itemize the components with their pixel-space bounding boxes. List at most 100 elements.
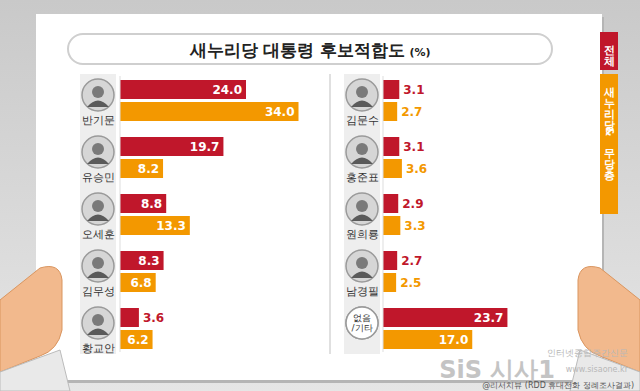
photo-head [356,257,368,269]
legend-swatch [600,32,618,70]
photo-strip [80,74,116,354]
bar [383,251,397,270]
photo-body [87,215,109,222]
category-label: 홍준표 [346,171,379,184]
title-main: 새누리당 대통령 후보적합도 [189,40,406,60]
photo-body [87,101,109,108]
bar [120,137,223,156]
bar [383,330,472,349]
bar [383,137,399,156]
photo [346,250,378,282]
photo-body [351,101,373,108]
category-line: /기타 [351,323,372,333]
bar [120,102,299,121]
data-label: 8.2 [138,162,159,176]
photo-head [356,200,368,212]
data-label: 17.0 [439,333,469,347]
bars [383,80,507,349]
chart: 새누리당 대통령 후보적합도(%) 전체새누리당 & 무당층 반기문 24.0 34.0… [0,0,640,391]
photo [82,79,114,111]
bar [120,273,156,292]
data-label: 3.1 [403,83,424,97]
category-label: 유승민 [82,171,115,184]
data-label: 2.7 [401,254,422,268]
photo [346,307,378,339]
data-label: 2.7 [401,105,422,119]
data-label: 23.7 [474,311,504,325]
bar [383,159,402,178]
legend-label: 전체 [603,37,617,67]
title-box [68,34,552,64]
axis-base [383,76,384,352]
data-label: 2.9 [402,197,423,211]
photo-head [92,86,104,98]
data-label: 6.2 [127,333,148,347]
bar [383,80,399,99]
data-label: 8.8 [141,197,162,211]
photo-head [92,314,104,326]
data-label: 3.6 [406,162,427,176]
bar [383,194,398,213]
category-label: 김문수 [346,114,379,127]
photo [82,136,114,168]
category-label: 반기문 [82,114,115,127]
bar [120,159,163,178]
bar [120,251,164,270]
legend-swatch [600,74,618,214]
data-label: 8.3 [138,254,159,268]
photo-strip [344,74,380,354]
bar [120,330,153,349]
data-label: 13.3 [156,219,186,233]
photo-head [92,143,104,155]
left-cuff [0,350,70,391]
title-unit: (%) [409,46,430,59]
title: 새누리당 대통령 후보적합도(%) [189,40,431,60]
annotation: www.sisaone.kr [566,365,629,374]
data-label: 6.8 [130,276,151,290]
photo-body [87,329,109,336]
photo-head [92,200,104,212]
category-label: 없음/기타 [351,313,372,333]
bar [120,80,246,99]
bar [383,273,396,292]
photo-head [356,143,368,155]
data-label: 3.1 [403,140,424,154]
photo-body [351,158,373,165]
legend-label: 새누리당 & 무당층 [603,79,617,181]
data-label: 2.5 [400,276,421,290]
bar [120,216,190,235]
data-label: 3.3 [404,219,425,233]
photo [82,307,114,339]
photo-body [87,158,109,165]
bar [383,308,507,327]
bar [383,102,397,121]
background [0,0,640,391]
data-label: 3.6 [143,311,164,325]
category-label: 황교안 [82,342,115,355]
photo [82,250,114,282]
photo-head [356,86,368,98]
bar [383,216,400,235]
divider [329,74,331,354]
bars [120,80,299,349]
photo-body [351,272,373,279]
photo [346,307,378,339]
category-line: 없음 [353,313,371,323]
photo [346,79,378,111]
annotation: 인터넷종합주간신문 [547,348,628,358]
bar [120,194,166,213]
data-label: 34.0 [265,105,295,119]
category-label: 원희룡 [346,228,379,241]
bar [120,308,139,327]
photo-head [92,257,104,269]
category-label: 남경필 [346,285,379,298]
photo-body [351,215,373,222]
data-label: 24.0 [212,83,242,97]
photo [82,193,114,225]
photo-body [87,272,109,279]
annotation: @리서치뷰 (RDD 휴대전화 정례조사결과) [482,381,634,390]
category-label: 김무성 [82,285,115,298]
photo [346,136,378,168]
annotation: SiS 시사1 [439,356,555,384]
photo [346,193,378,225]
